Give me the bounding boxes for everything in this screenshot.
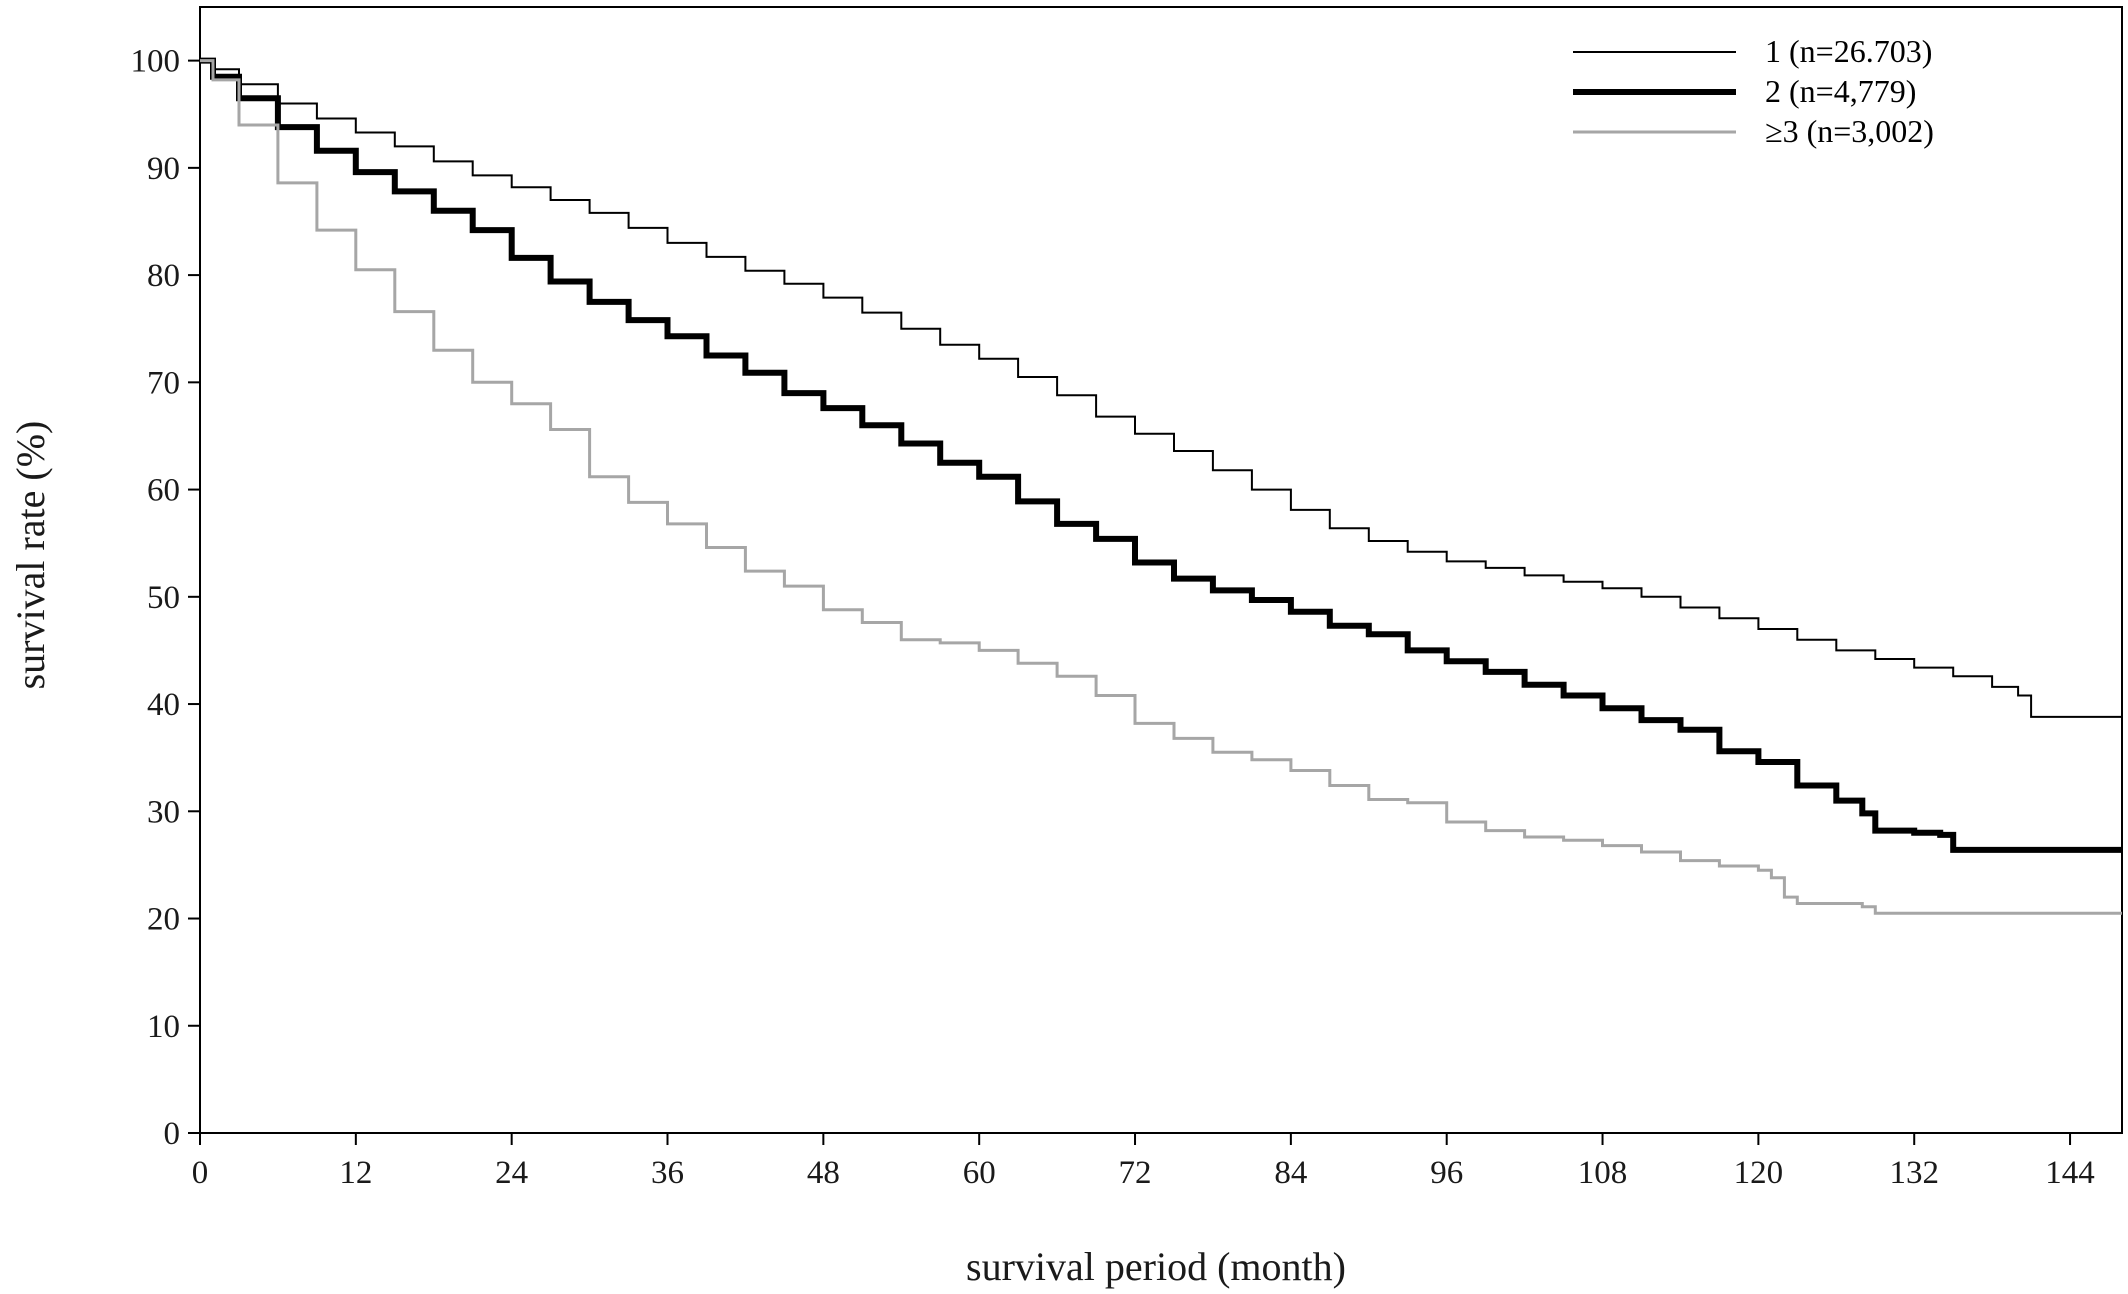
legend-label-3: ≥3 (n=3,002)	[1765, 113, 1934, 149]
x-tick-label: 108	[1578, 1155, 1628, 1191]
series-line-2	[200, 57, 2122, 853]
x-tick-label: 24	[495, 1155, 528, 1191]
y-tick-label: 100	[131, 44, 181, 80]
x-tick-label: 84	[1274, 1155, 1307, 1191]
y-tick-label: 90	[147, 151, 180, 187]
y-tick-label: 60	[147, 473, 180, 509]
series-layer	[200, 57, 2122, 915]
x-tick-label: 72	[1119, 1155, 1152, 1191]
plot-frame	[199, 6, 2123, 1134]
y-tick-label: 0	[164, 1116, 181, 1152]
series-line-3	[200, 59, 2122, 915]
y-axis-title: survival rate (%)	[8, 421, 53, 690]
y-tick-label: 80	[147, 258, 180, 294]
series-line-1	[200, 59, 2122, 718]
x-axis-title: survival period (month)	[966, 1244, 1346, 1289]
y-tick-label: 40	[147, 687, 180, 723]
x-tick-label: 120	[1734, 1155, 1784, 1191]
axes: 0 10 20 30 40 50 60 70 80 90 100 0 12 24 36 48 60 72 84 96 1…	[131, 6, 2123, 1191]
y-tick-label: 70	[147, 365, 180, 401]
x-tick-label: 96	[1430, 1155, 1463, 1191]
legend: 1 (n=26.703) 2 (n=4,779) ≥3 (n=3,002)	[1573, 33, 1934, 149]
x-tick-label: 144	[2045, 1155, 2095, 1191]
x-tick-label: 12	[339, 1155, 372, 1191]
x-tick-label: 132	[1889, 1155, 1939, 1191]
legend-label-1: 1 (n=26.703)	[1765, 33, 1932, 69]
x-tick-label: 60	[963, 1155, 996, 1191]
legend-label-2: 2 (n=4,779)	[1765, 73, 1916, 109]
y-tick-label: 10	[147, 1009, 180, 1045]
y-tick-label: 50	[147, 580, 180, 616]
y-tick-label: 30	[147, 794, 180, 830]
x-tick-label: 0	[192, 1155, 209, 1191]
x-tick-label: 36	[651, 1155, 684, 1191]
y-tick-label: 20	[147, 902, 180, 938]
x-tick-label: 48	[807, 1155, 840, 1191]
